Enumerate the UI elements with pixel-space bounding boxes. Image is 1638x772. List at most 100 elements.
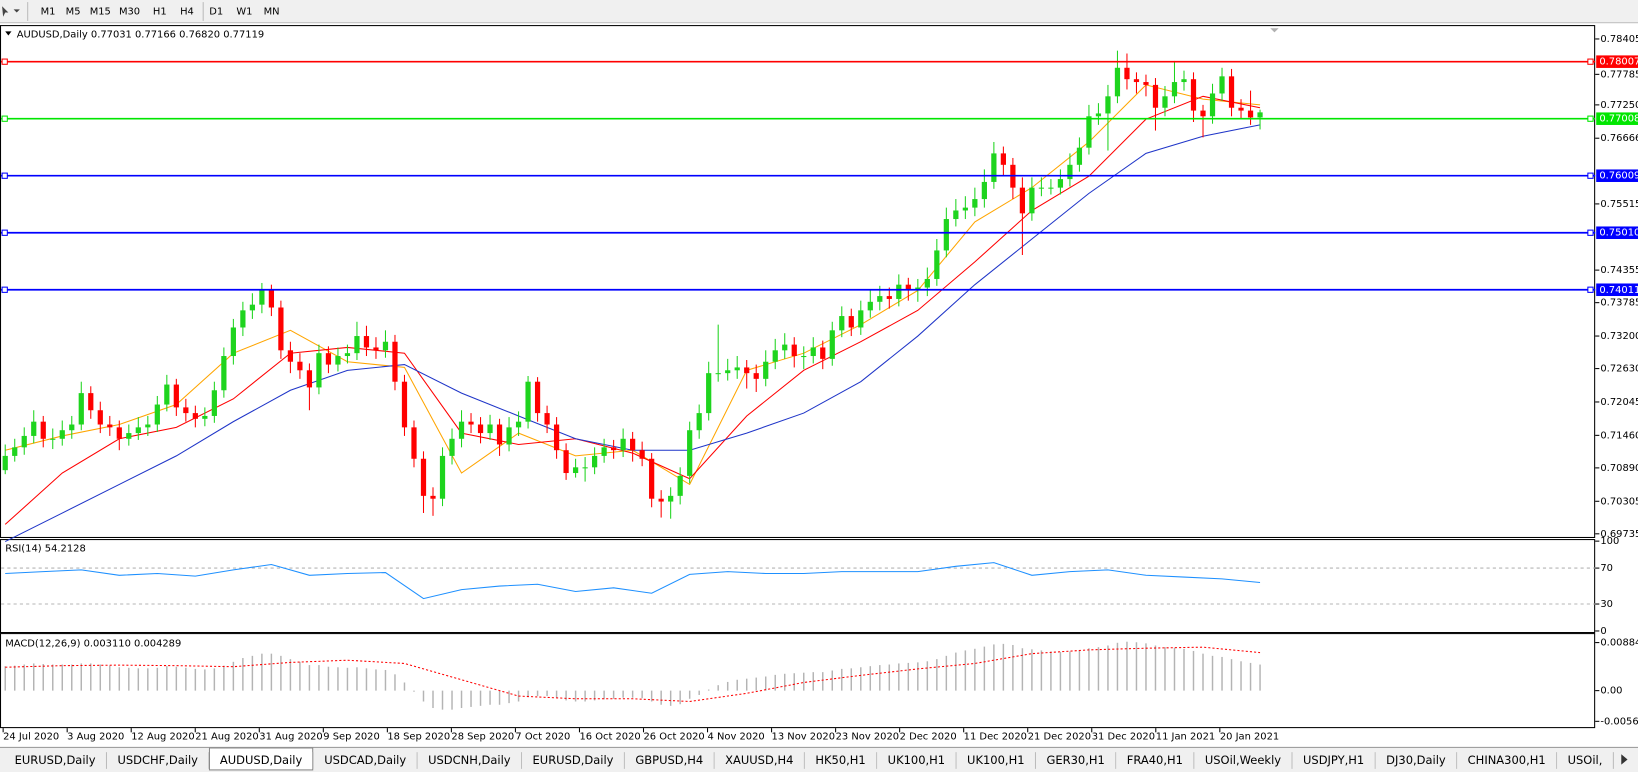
tab[interactable] xyxy=(624,750,714,770)
candle-body xyxy=(306,370,313,388)
timeframe-button[interactable]: M30 xyxy=(119,6,140,17)
timeframe-button[interactable]: H4 xyxy=(180,6,194,17)
tab-label[interactable]: USDJPY,H1 xyxy=(1303,753,1364,767)
tab[interactable] xyxy=(1036,750,1116,770)
level-handle[interactable] xyxy=(1,286,8,293)
tab-label[interactable]: FRA40,H1 xyxy=(1127,753,1183,767)
candle-body xyxy=(382,341,389,351)
y-tick-label: 0.70305 xyxy=(1600,496,1638,507)
candle-body xyxy=(572,467,579,474)
candle-body xyxy=(991,153,997,182)
tab[interactable] xyxy=(107,750,209,770)
tab[interactable] xyxy=(1292,750,1375,770)
level-price-label: 0.74011 xyxy=(1599,285,1638,296)
tab-label[interactable]: USDCNH,Daily xyxy=(428,753,511,767)
y-tick-label: 30 xyxy=(1600,599,1613,610)
candle-body xyxy=(1247,110,1254,118)
level-handle[interactable] xyxy=(1,115,8,122)
dropdown-arrow[interactable] xyxy=(13,9,20,13)
tab[interactable] xyxy=(956,750,1035,770)
rsi-panel-border xyxy=(0,539,1596,634)
tab[interactable] xyxy=(1194,750,1292,770)
candle-body xyxy=(725,370,731,374)
level-handle[interactable] xyxy=(1,58,8,65)
timeframe-button[interactable]: M5 xyxy=(66,6,81,17)
x-tick-label: 24 Jul 2020 xyxy=(3,731,59,742)
x-tick-label: 21 Aug 2020 xyxy=(195,731,258,742)
candle-body xyxy=(810,347,816,357)
level-price-box xyxy=(1596,55,1638,68)
tab-label[interactable]: USDCAD,Daily xyxy=(324,753,406,767)
timeframe-button[interactable]: MN xyxy=(264,6,280,17)
candle-body xyxy=(1076,147,1083,165)
candle-body xyxy=(525,381,531,422)
candle-body xyxy=(1000,153,1006,165)
level-handle[interactable] xyxy=(1587,58,1594,65)
candle-body xyxy=(515,421,522,428)
shift-marker xyxy=(1270,28,1279,33)
tab[interactable] xyxy=(1457,750,1557,770)
tab-label[interactable]: AUDUSD,Daily xyxy=(220,753,303,767)
tab[interactable] xyxy=(417,750,522,770)
level-handle[interactable] xyxy=(1587,286,1594,293)
candle-body xyxy=(706,373,712,414)
tab[interactable] xyxy=(714,750,804,770)
x-tick-label: 31 Dec 2020 xyxy=(1092,731,1155,742)
x-tick-label: 31 Aug 2020 xyxy=(259,731,322,742)
candle-body xyxy=(829,330,835,359)
tab[interactable] xyxy=(1116,750,1194,770)
level-handle[interactable] xyxy=(1587,172,1594,179)
tab[interactable] xyxy=(1557,750,1613,770)
level-handle[interactable] xyxy=(1,229,8,236)
tab-label[interactable]: UK100,H1 xyxy=(888,753,945,767)
tab-label[interactable]: HK50,H1 xyxy=(815,753,865,767)
candle-body xyxy=(1162,96,1168,108)
tab[interactable] xyxy=(522,750,624,770)
tab[interactable] xyxy=(804,750,877,770)
tab-label[interactable]: GER30,H1 xyxy=(1046,753,1104,767)
timeframe-button[interactable]: W1 xyxy=(236,6,252,17)
cursor-icon[interactable] xyxy=(2,6,9,17)
candle-body xyxy=(905,284,911,291)
tab-label[interactable]: UK100,H1 xyxy=(967,753,1024,767)
timeframe-button[interactable]: M15 xyxy=(90,6,111,17)
tab-label[interactable]: GBPUSD,H4 xyxy=(635,753,703,767)
macd-signal-line xyxy=(5,646,1261,703)
candle-body xyxy=(126,433,132,439)
candle-body xyxy=(972,199,978,208)
candle-body xyxy=(1219,76,1225,94)
level-handle[interactable] xyxy=(1587,115,1594,122)
level-handle[interactable] xyxy=(1,172,8,179)
candle-body xyxy=(534,381,541,414)
tab[interactable] xyxy=(1375,750,1457,770)
level-handle[interactable] xyxy=(1587,229,1594,236)
tab-label[interactable]: XAUUSD,H4 xyxy=(725,753,793,767)
tab-label[interactable]: EURUSD,Daily xyxy=(533,753,614,767)
macd-panel-border xyxy=(0,633,1596,729)
candle-body xyxy=(639,450,645,459)
y-tick-label: 0.72630 xyxy=(1600,364,1638,375)
tab-label[interactable]: EURUSD,Daily xyxy=(15,753,96,767)
tab-label[interactable]: USOil, xyxy=(1568,753,1603,767)
y-tick-label: 0.72045 xyxy=(1600,397,1638,408)
tab-label[interactable]: CHINA300,H1 xyxy=(1468,753,1546,767)
candle-body xyxy=(563,450,569,474)
tab[interactable] xyxy=(877,750,956,770)
tab[interactable] xyxy=(4,750,106,770)
candle-body xyxy=(753,373,759,379)
timeframe-button[interactable]: D1 xyxy=(209,6,223,17)
candle-body xyxy=(1057,179,1064,188)
timeframe-button[interactable]: M1 xyxy=(41,6,56,17)
tab-label[interactable]: USDCHF,Daily xyxy=(117,753,198,767)
symbol-menu-arrow[interactable] xyxy=(5,31,12,36)
tab-label[interactable]: USOil,Weekly xyxy=(1205,753,1281,767)
y-tick-label: 0.73785 xyxy=(1600,298,1638,309)
candle-body xyxy=(1257,112,1263,118)
x-tick-label: 23 Nov 2020 xyxy=(836,731,899,742)
candle-body xyxy=(953,210,959,220)
tab[interactable] xyxy=(313,750,417,770)
timeframe-button[interactable]: H1 xyxy=(153,6,167,17)
tab-label[interactable]: DJ30,Daily xyxy=(1386,753,1446,767)
candle-body xyxy=(506,427,512,445)
